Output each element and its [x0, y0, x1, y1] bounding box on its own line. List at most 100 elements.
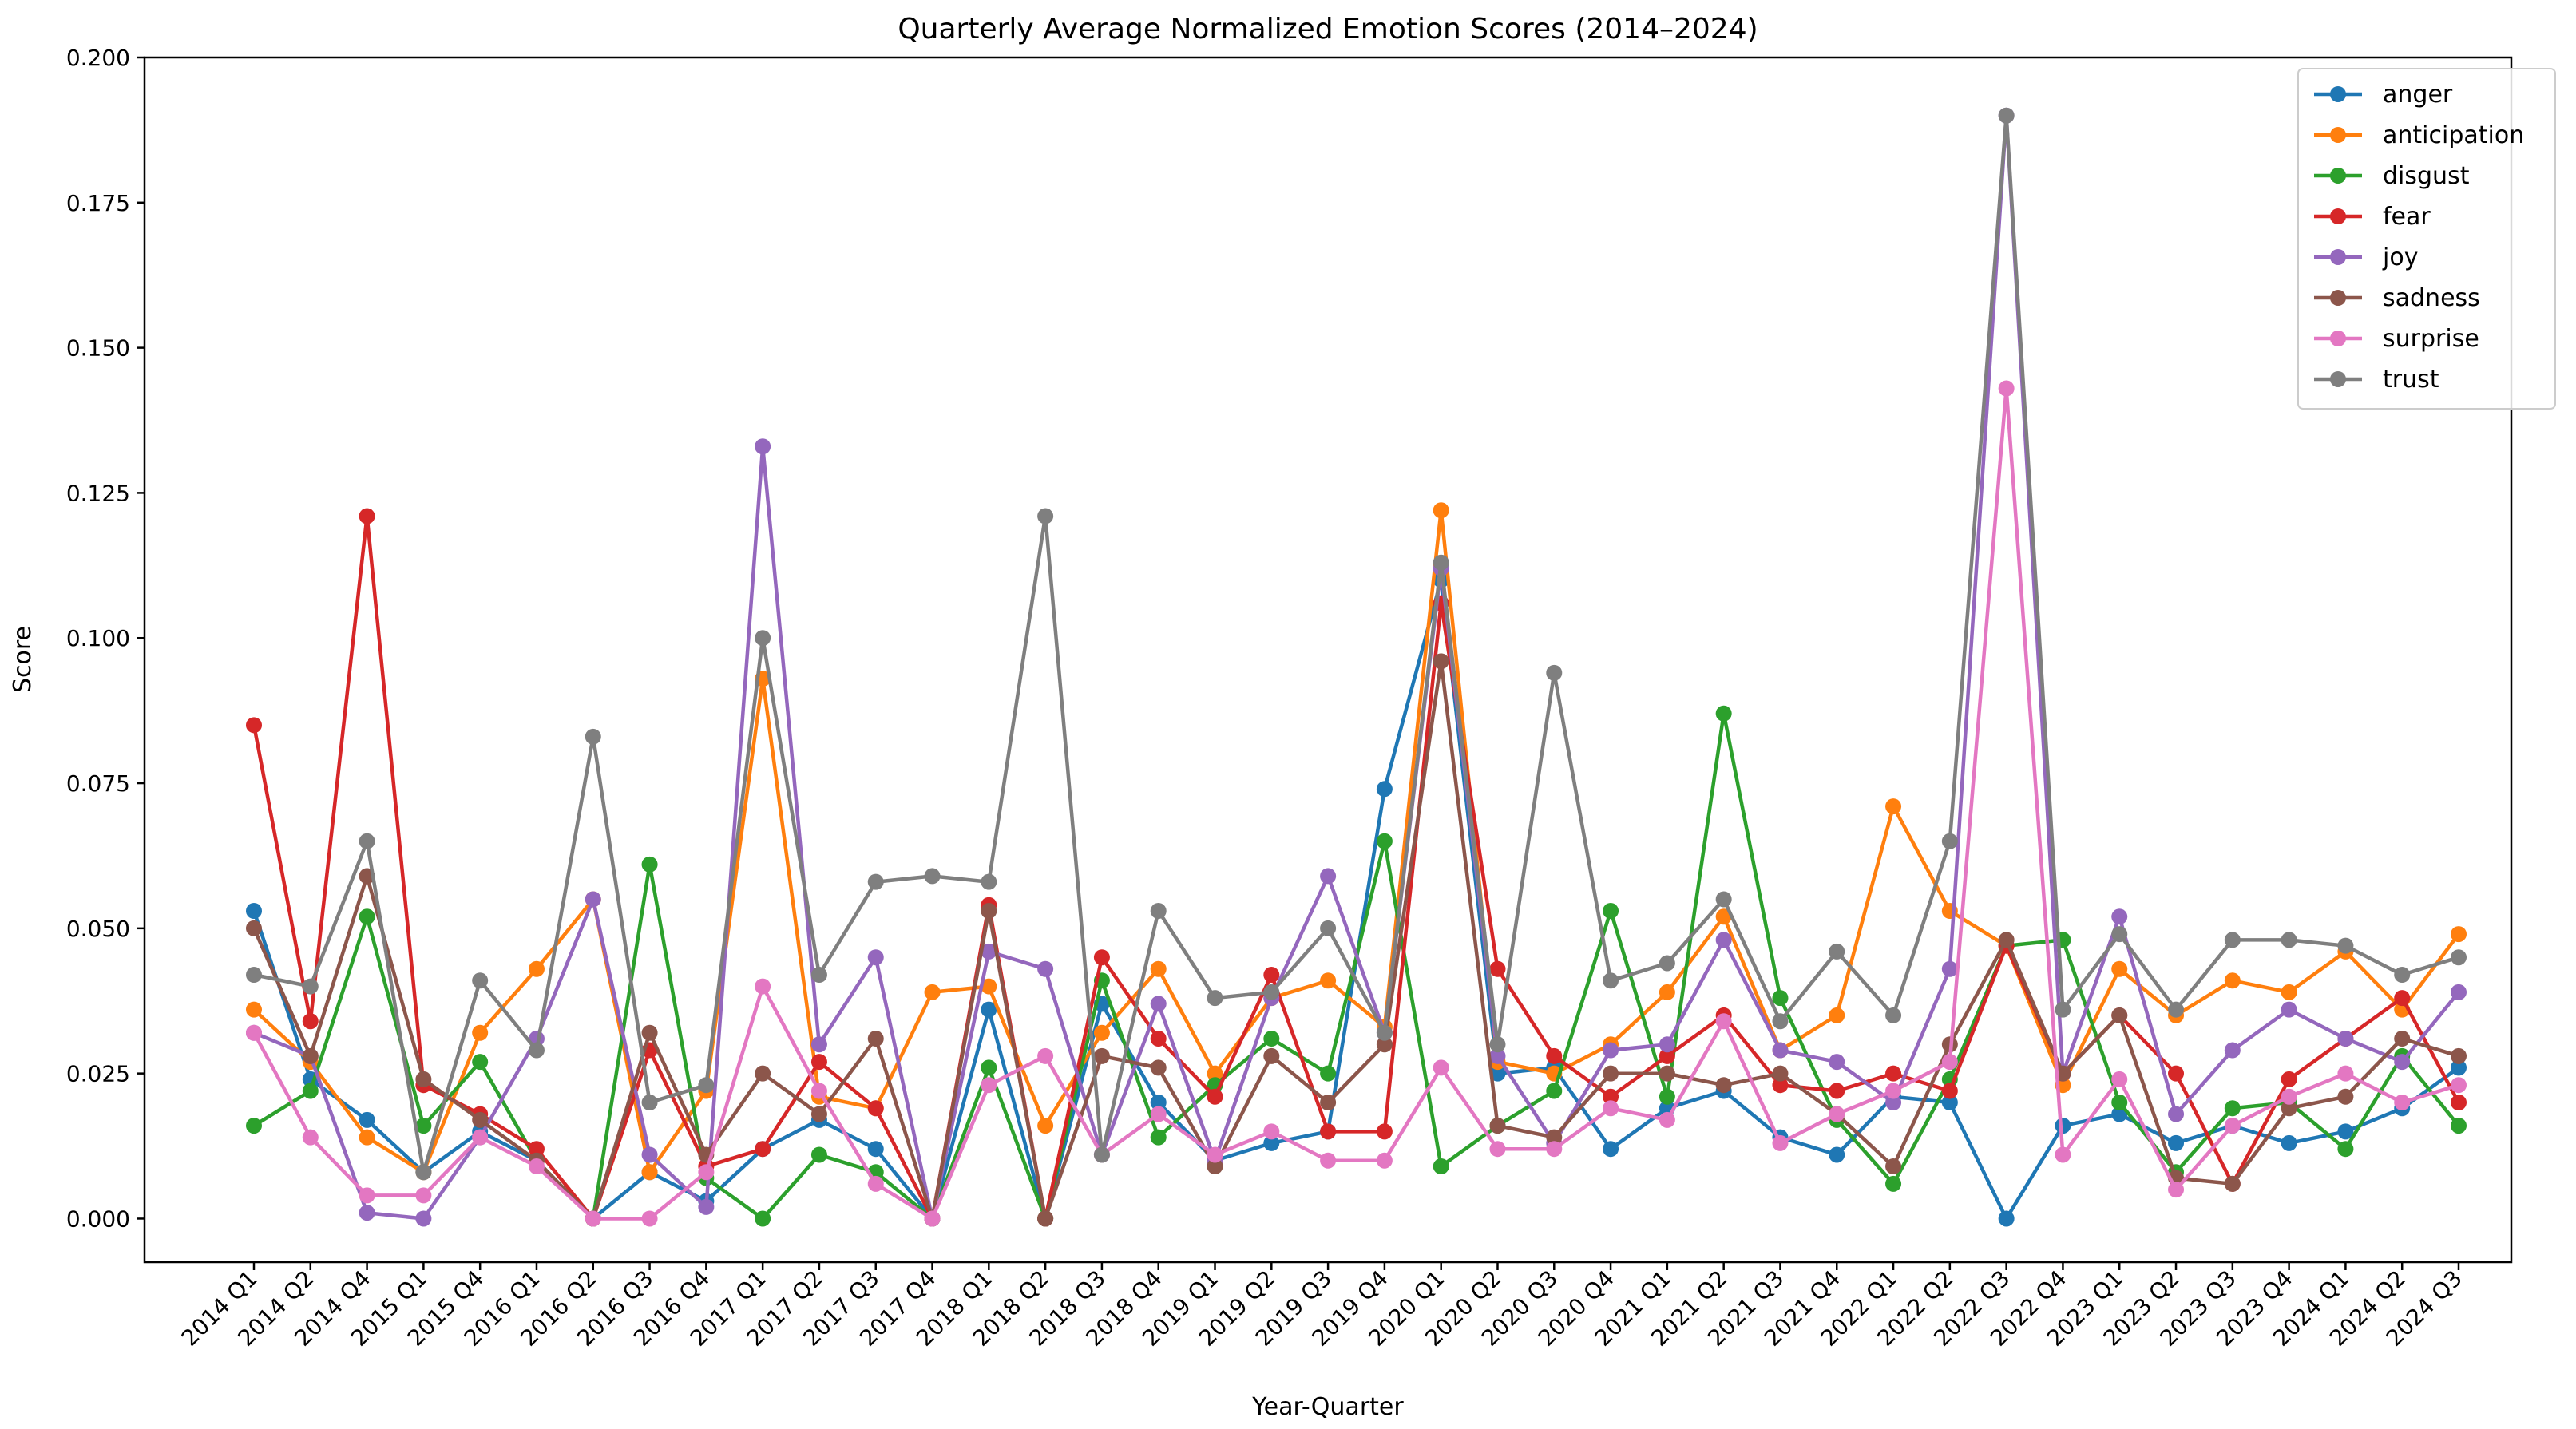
data-point-sadness — [1433, 653, 1449, 670]
data-point-joy — [1715, 932, 1732, 948]
data-point-surprise — [1829, 1106, 1845, 1122]
data-point-surprise — [2394, 1095, 2411, 1111]
legend-label-fear: fear — [2383, 203, 2431, 231]
data-point-anticipation — [2281, 984, 2297, 1000]
data-point-surprise — [2168, 1182, 2185, 1198]
legend-label-trust: trust — [2383, 366, 2439, 394]
data-point-sadness — [1998, 932, 2015, 948]
series-sadness — [246, 653, 2467, 1227]
series-line-joy — [253, 113, 2460, 1221]
data-point-disgust — [246, 1118, 262, 1134]
data-point-disgust — [755, 1210, 771, 1227]
series-anger — [246, 572, 2467, 1227]
data-point-trust — [1037, 508, 1054, 524]
y-tick-label: 0.200 — [66, 45, 130, 71]
data-point-sadness — [246, 920, 262, 936]
data-point-surprise — [1320, 1152, 1337, 1169]
data-point-sadness — [1093, 1047, 1110, 1064]
data-point-disgust — [302, 1083, 319, 1099]
data-point-fear — [1489, 960, 1506, 977]
data-point-surprise — [1376, 1152, 1393, 1169]
data-point-fear — [2451, 1095, 2467, 1111]
data-point-trust — [359, 833, 375, 849]
data-point-surprise — [2055, 1146, 2071, 1163]
legend: anger anticipation disgust fear joy sadness su… — [2297, 68, 2556, 410]
y-tick-label: 0.150 — [66, 335, 130, 362]
data-point-disgust — [1546, 1083, 1563, 1099]
data-point-surprise — [810, 1083, 827, 1099]
data-point-fear — [528, 1141, 545, 1158]
data-point-surprise — [302, 1129, 319, 1146]
data-point-sadness — [2451, 1047, 2467, 1064]
y-tick-label: 0.100 — [66, 625, 130, 651]
data-point-anticipation — [924, 984, 941, 1000]
data-point-sadness — [415, 1071, 432, 1087]
data-point-disgust — [981, 1059, 997, 1076]
data-point-fear — [1263, 967, 1280, 984]
data-point-anger — [981, 1001, 997, 1018]
data-point-joy — [1659, 1036, 1675, 1053]
data-point-surprise — [641, 1210, 658, 1227]
data-point-anger — [2281, 1134, 2297, 1151]
data-point-disgust — [1715, 705, 1732, 722]
data-point-trust — [1885, 1007, 1902, 1023]
data-point-fear — [1829, 1083, 1845, 1099]
data-point-surprise — [2337, 1065, 2354, 1082]
data-point-anger — [359, 1111, 375, 1128]
data-point-trust — [472, 972, 489, 989]
data-point-disgust — [641, 856, 658, 873]
data-point-trust — [981, 873, 997, 890]
legend-label-disgust: disgust — [2383, 162, 2470, 190]
data-point-disgust — [1263, 1031, 1280, 1047]
data-point-joy — [2394, 1054, 2411, 1071]
data-point-trust — [810, 967, 827, 984]
data-point-joy — [2224, 1042, 2241, 1059]
data-point-sadness — [2394, 1031, 2411, 1047]
data-point-trust — [1941, 833, 1958, 849]
data-point-sadness — [302, 1047, 319, 1064]
data-point-joy — [1603, 1042, 1619, 1059]
data-point-joy — [2451, 984, 2467, 1000]
data-point-fear — [1546, 1047, 1563, 1064]
data-point-joy — [1489, 1047, 1506, 1064]
data-point-sadness — [1207, 1158, 1223, 1175]
data-point-anger — [1489, 1065, 1506, 1082]
series-line-anger — [252, 578, 2460, 1221]
data-point-surprise — [698, 1164, 715, 1181]
data-point-joy — [1941, 960, 1958, 977]
series-line-trust — [253, 113, 2459, 1174]
series-layer — [246, 107, 2467, 1227]
data-point-anger — [867, 1141, 884, 1158]
data-point-anticipation — [981, 978, 997, 995]
data-point-joy — [415, 1210, 432, 1227]
data-point-disgust — [2337, 1141, 2354, 1158]
data-point-fear — [1885, 1065, 1902, 1082]
data-point-anticipation — [2111, 960, 2128, 977]
legend-marker-fear — [2330, 208, 2346, 224]
data-point-anticipation — [1433, 502, 1449, 519]
data-point-disgust — [1376, 833, 1393, 849]
data-point-fear — [359, 508, 375, 524]
data-point-fear — [2168, 1065, 2185, 1082]
data-point-sadness — [981, 903, 997, 920]
data-point-fear — [1376, 1123, 1393, 1140]
data-point-trust — [1489, 1036, 1506, 1053]
data-point-anger — [1376, 781, 1393, 798]
data-point-joy — [2111, 908, 2128, 925]
data-point-joy — [810, 1036, 827, 1053]
data-point-trust — [2168, 1001, 2185, 1018]
data-point-sadness — [641, 1024, 658, 1041]
data-point-surprise — [1715, 1013, 1732, 1030]
data-point-anticipation — [2451, 926, 2467, 943]
data-point-fear — [1207, 1088, 1223, 1105]
data-point-anticipation — [1715, 908, 1732, 925]
data-point-anger — [1263, 1134, 1280, 1151]
y-axis: 0.000 0.025 0.050 0.075 0.100 0.125 0.150 0.175… — [66, 45, 145, 1232]
data-point-trust — [1263, 984, 1280, 1000]
data-point-trust — [585, 728, 601, 745]
data-point-trust — [867, 873, 884, 890]
data-point-trust — [1546, 664, 1563, 681]
data-point-sadness — [1037, 1210, 1054, 1227]
data-point-surprise — [1433, 1059, 1449, 1076]
